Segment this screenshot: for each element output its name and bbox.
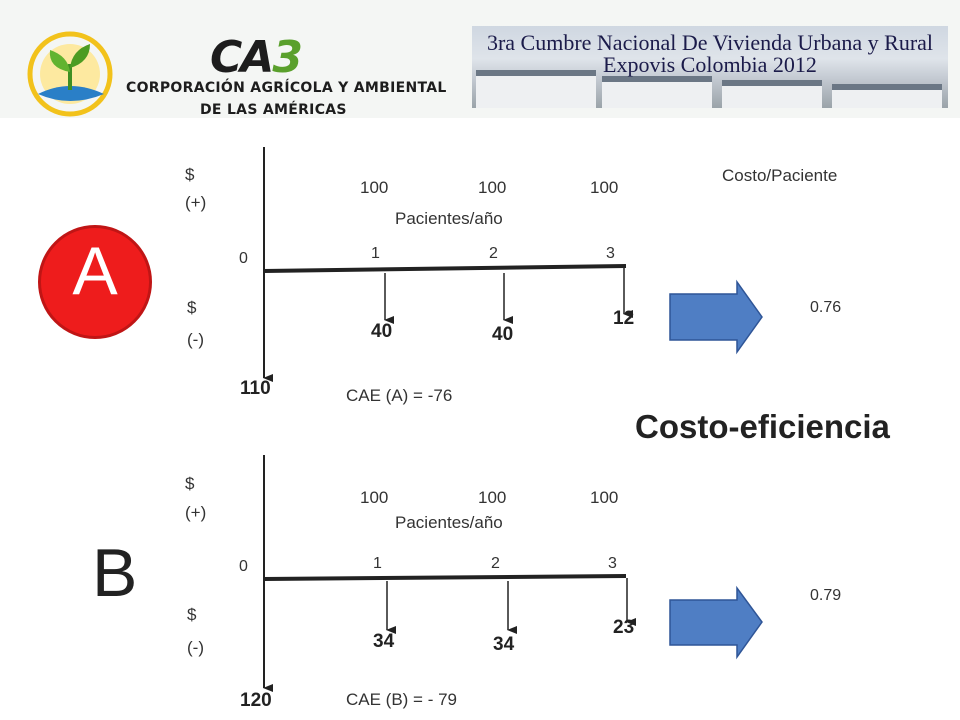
cae-a: CAE (A) = -76 <box>346 386 453 405</box>
main-title: Costo-eficiencia <box>635 408 890 445</box>
logo-line-1: CORPORACIÓN AGRÍCOLA Y AMBIENTAL <box>126 80 447 96</box>
patients-b-2: 100 <box>478 488 507 507</box>
initial-cost-a: 110 <box>240 378 271 399</box>
period-b-1: 1 <box>373 555 382 572</box>
origin-b: 0 <box>239 558 248 575</box>
event-banner: 3ra Cumbre Nacional De Vivienda Urbana y… <box>472 26 948 108</box>
result-arrow-b <box>669 585 763 660</box>
period-cost-a-1: 40 <box>371 321 393 342</box>
period-a-3: 3 <box>606 245 615 262</box>
period-cost-b-1: 34 <box>373 631 395 652</box>
patients-b-3: 100 <box>590 488 619 507</box>
cost-per-patient-b: 0.79 <box>810 587 842 604</box>
timeline-a <box>263 264 627 273</box>
period-cost-a-2: 40 <box>492 324 514 345</box>
negative-symbol-a: $ <box>187 298 197 317</box>
period-b-3: 3 <box>608 555 617 572</box>
period-cost-b-3: 23 <box>613 617 635 638</box>
negative-symbol-b: $ <box>187 605 197 624</box>
banner-house <box>476 70 596 108</box>
positive-symbol-a: $ <box>185 165 195 184</box>
period-cost-a-3: 12 <box>613 308 635 329</box>
banner-house <box>832 84 942 108</box>
label-a: A <box>72 233 118 309</box>
cost-per-patient-a: 0.76 <box>810 299 842 316</box>
logo-ca3-mark: CA3 <box>210 32 303 83</box>
leaf-sun-icon <box>27 31 113 117</box>
period-a-2: 2 <box>489 245 498 262</box>
positive-symbol-b: $ <box>185 474 195 493</box>
company-logo: CA3 CORPORACIÓN AGRÍCOLA Y AMBIENTAL DE … <box>18 28 446 118</box>
negative-sign-a: (-) <box>187 330 204 349</box>
period-cost-b-2: 34 <box>493 634 515 655</box>
patients-b-1: 100 <box>360 488 389 507</box>
period-b-2: 2 <box>491 555 500 572</box>
banner-house <box>602 76 712 108</box>
patients-a-2: 100 <box>478 178 507 197</box>
period-a-1: 1 <box>371 245 380 262</box>
logo-line-2: DE LAS AMÉRICAS <box>200 102 347 118</box>
label-b: B <box>92 535 138 611</box>
banner-title-line-2: Expovis Colombia 2012 <box>603 52 817 77</box>
patients-label-b: Pacientes/año <box>395 513 503 532</box>
timeline-b <box>263 574 627 581</box>
label-a-circle <box>38 225 152 339</box>
positive-sign-a: (+) <box>185 193 207 212</box>
negative-sign-b: (-) <box>187 638 204 657</box>
initial-cost-b: 120 <box>240 690 272 711</box>
cost-per-patient-label: Costo/Paciente <box>722 166 838 185</box>
patients-a-1: 100 <box>360 178 389 197</box>
positive-sign-b: (+) <box>185 503 207 522</box>
cae-b: CAE (B) = - 79 <box>346 690 458 709</box>
banner-title-line-1: 3ra Cumbre Nacional De Vivienda Urbana y… <box>486 30 934 55</box>
patients-a-3: 100 <box>590 178 619 197</box>
patients-label-a: Pacientes/año <box>395 209 503 228</box>
result-arrow-a <box>669 279 763 355</box>
header-bar: CA3 CORPORACIÓN AGRÍCOLA Y AMBIENTAL DE … <box>0 0 960 118</box>
origin-a: 0 <box>239 250 248 267</box>
banner-house <box>722 80 822 108</box>
